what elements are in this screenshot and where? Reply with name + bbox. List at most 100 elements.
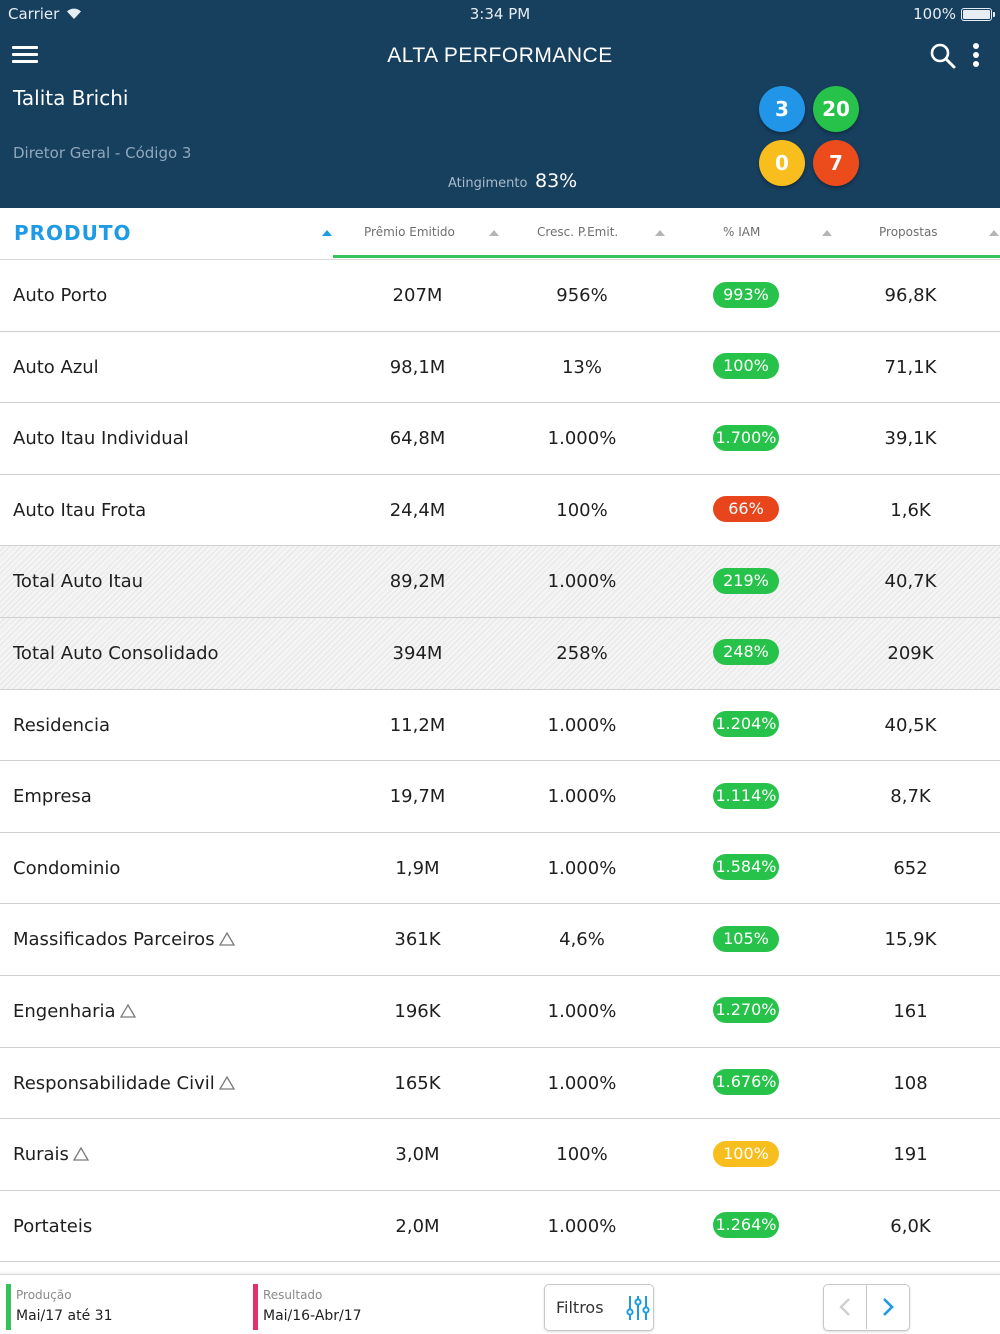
counter-badge-orange[interactable]: 7 [813, 140, 859, 186]
column-header-premio[interactable]: Prêmio Emitido [335, 208, 500, 256]
propostas-cell: 15,9K [884, 929, 937, 951]
product-name: Auto Porto [13, 285, 108, 306]
premio-emitido-cell: 98,1M [389, 356, 446, 378]
iam-status-badge: 1.584% [713, 854, 779, 881]
product-name: Auto Itau Frota [13, 499, 147, 521]
table-row[interactable]: Empresa 19,7M 1.000% 1.114% 8,7K [0, 761, 1000, 833]
counter-badge-green[interactable]: 20 [813, 86, 859, 132]
propostas-cell: 40,7K [884, 571, 937, 593]
producao-label: Produção [16, 1288, 72, 1302]
crescimento-cell: 1.000% [547, 1215, 617, 1237]
sort-asc-icon [989, 230, 999, 236]
premio-emitido-cell: 207M [392, 285, 443, 306]
premio-emitido-cell: 3,0M [395, 1144, 440, 1166]
hamburger-menu-icon[interactable] [12, 45, 38, 65]
product-name: Total Auto Consolidado [13, 642, 219, 664]
table-row[interactable]: Rurais 3,0M 100% 100% 191 [0, 1119, 1000, 1191]
crescimento-cell: 1.000% [547, 571, 617, 593]
table-row[interactable]: Residencia 11,2M 1.000% 1.204% 40,5K [0, 689, 1000, 762]
column-label: Prêmio Emitido [364, 225, 455, 239]
more-options-icon[interactable] [970, 42, 982, 70]
table-row[interactable]: Massificados Parceiros 361K 4,6% 105% 15,9K [0, 904, 1000, 976]
iam-status-badge: 248% [713, 639, 779, 666]
app-header: Carrier 3:34 PM 100% ALTA PERFORMANCE Ta… [0, 0, 1000, 208]
column-label: Cresc. P.Emit. [537, 225, 619, 239]
crescimento-cell: 1.000% [547, 714, 617, 736]
propostas-cell: 39,1K [884, 428, 937, 450]
table-row[interactable]: Auto Azul 98,1M 13% 100% 71,1K [0, 331, 1000, 404]
crescimento-cell: 100% [556, 499, 608, 521]
iam-cell: 219% [664, 546, 828, 618]
filtros-button[interactable]: Filtros [544, 1284, 654, 1331]
propostas-cell: 6,0K [890, 1215, 931, 1237]
crescimento-cell: 1.000% [547, 857, 617, 879]
column-header-propostas[interactable]: Propostas [828, 208, 1000, 256]
column-header-cresc[interactable]: Cresc. P.Emit. [500, 208, 665, 256]
clock-label: 3:34 PM [469, 5, 531, 23]
total-row[interactable]: Total Auto Itau 89,2M 1.000% 219% 40,7K [0, 546, 1000, 618]
producao-color-bar [6, 1284, 11, 1330]
chevron-left-icon [839, 1298, 850, 1316]
previous-button[interactable] [824, 1285, 867, 1329]
chevron-right-icon [883, 1298, 894, 1316]
user-name: Talita Brichi [13, 86, 129, 110]
table-row[interactable]: Auto Porto 207M 956% 993% 96,8K [0, 260, 1000, 332]
crescimento-cell: 1.000% [547, 428, 617, 450]
premio-emitido-cell: 64,8M [389, 428, 446, 450]
column-header-produto[interactable]: PRODUTO [0, 208, 335, 256]
premio-emitido-cell: 89,2M [389, 571, 446, 593]
table-row[interactable]: Condominio 1,9M 1.000% 1.584% 652 [0, 832, 1000, 905]
iam-cell: 1.584% [664, 833, 828, 905]
table-row[interactable]: Auto Itau Frota 24,4M 100% 66% 1,6K [0, 474, 1000, 547]
counter-badge-blue[interactable]: 3 [759, 86, 805, 132]
product-name-cell: Auto Azul [13, 332, 99, 404]
iam-status-badge: 1.700% [713, 424, 779, 451]
product-name-cell: Condominio [13, 833, 120, 905]
total-row[interactable]: Total Auto Consolidado 394M 258% 248% 209K [0, 617, 1000, 690]
producao-period[interactable]: Produção Mai/17 até 31 [6, 1284, 236, 1330]
iam-status-badge: 993% [713, 281, 779, 308]
product-name: Portateis [13, 1215, 93, 1237]
resultado-period[interactable]: Resultado Mai/16-Abr/17 [253, 1284, 493, 1330]
table-header: PRODUTO Prêmio Emitido Cresc. P.Emit. % … [0, 208, 1000, 260]
iam-status-badge: 1.264% [713, 1212, 779, 1239]
product-name: Empresa [13, 786, 92, 808]
page-title: ALTA PERFORMANCE [387, 44, 613, 67]
counter-badge-yellow[interactable]: 0 [759, 140, 805, 186]
iam-status-badge: 100% [713, 353, 779, 380]
product-name: Total Auto Itau [13, 571, 144, 593]
resultado-color-bar [253, 1284, 258, 1330]
iam-cell: 1.204% [664, 690, 828, 762]
product-name-cell: Empresa [13, 761, 92, 833]
table-row[interactable]: Responsabilidade Civil 165K 1.000% 1.676% 10… [0, 1047, 1000, 1120]
atingimento-value: 83% [535, 170, 578, 192]
footer-toolbar: Produção Mai/17 até 31 Resultado Mai/16-… [0, 1274, 1000, 1334]
propostas-cell: 71,1K [884, 356, 937, 378]
product-name: Residencia [13, 714, 110, 736]
column-header-iam[interactable]: % IAM [664, 208, 832, 256]
product-name-cell: Total Auto Consolidado [13, 618, 219, 690]
sort-asc-icon [322, 230, 332, 236]
next-button[interactable] [867, 1285, 910, 1329]
iam-cell: 1.700% [664, 403, 828, 475]
status-bar: Carrier 3:34 PM 100% [0, 0, 1000, 28]
atingimento-label: Atingimento [448, 176, 528, 191]
propostas-cell: 161 [893, 1000, 928, 1022]
product-name-cell: Auto Itau Frota [13, 475, 146, 547]
period-navigation [823, 1284, 910, 1331]
product-name-cell: Rurais [13, 1119, 89, 1191]
iam-cell: 248% [664, 618, 828, 690]
propostas-cell: 96,8K [884, 285, 937, 306]
table-row[interactable]: Auto Itau Individual 64,8M 1.000% 1.700% 39,… [0, 403, 1000, 475]
table-row[interactable]: Engenharia 196K 1.000% 1.270% 161 [0, 975, 1000, 1048]
search-icon[interactable] [929, 42, 957, 70]
table-row[interactable]: Portateis 2,0M 1.000% 1.264% 6,0K [0, 1190, 1000, 1263]
product-table: Auto Porto 207M 956% 993% 96,8K Auto Azul 98,1… [0, 260, 1000, 1263]
product-name: Massificados Parceiros [13, 929, 215, 951]
warning-triangle-icon [218, 1075, 235, 1090]
product-name-cell: Auto Porto [13, 260, 107, 332]
iam-cell: 100% [664, 1119, 828, 1191]
sort-asc-icon [822, 230, 832, 236]
iam-status-badge: 219% [713, 567, 779, 594]
product-name: Auto Azul [13, 356, 99, 378]
